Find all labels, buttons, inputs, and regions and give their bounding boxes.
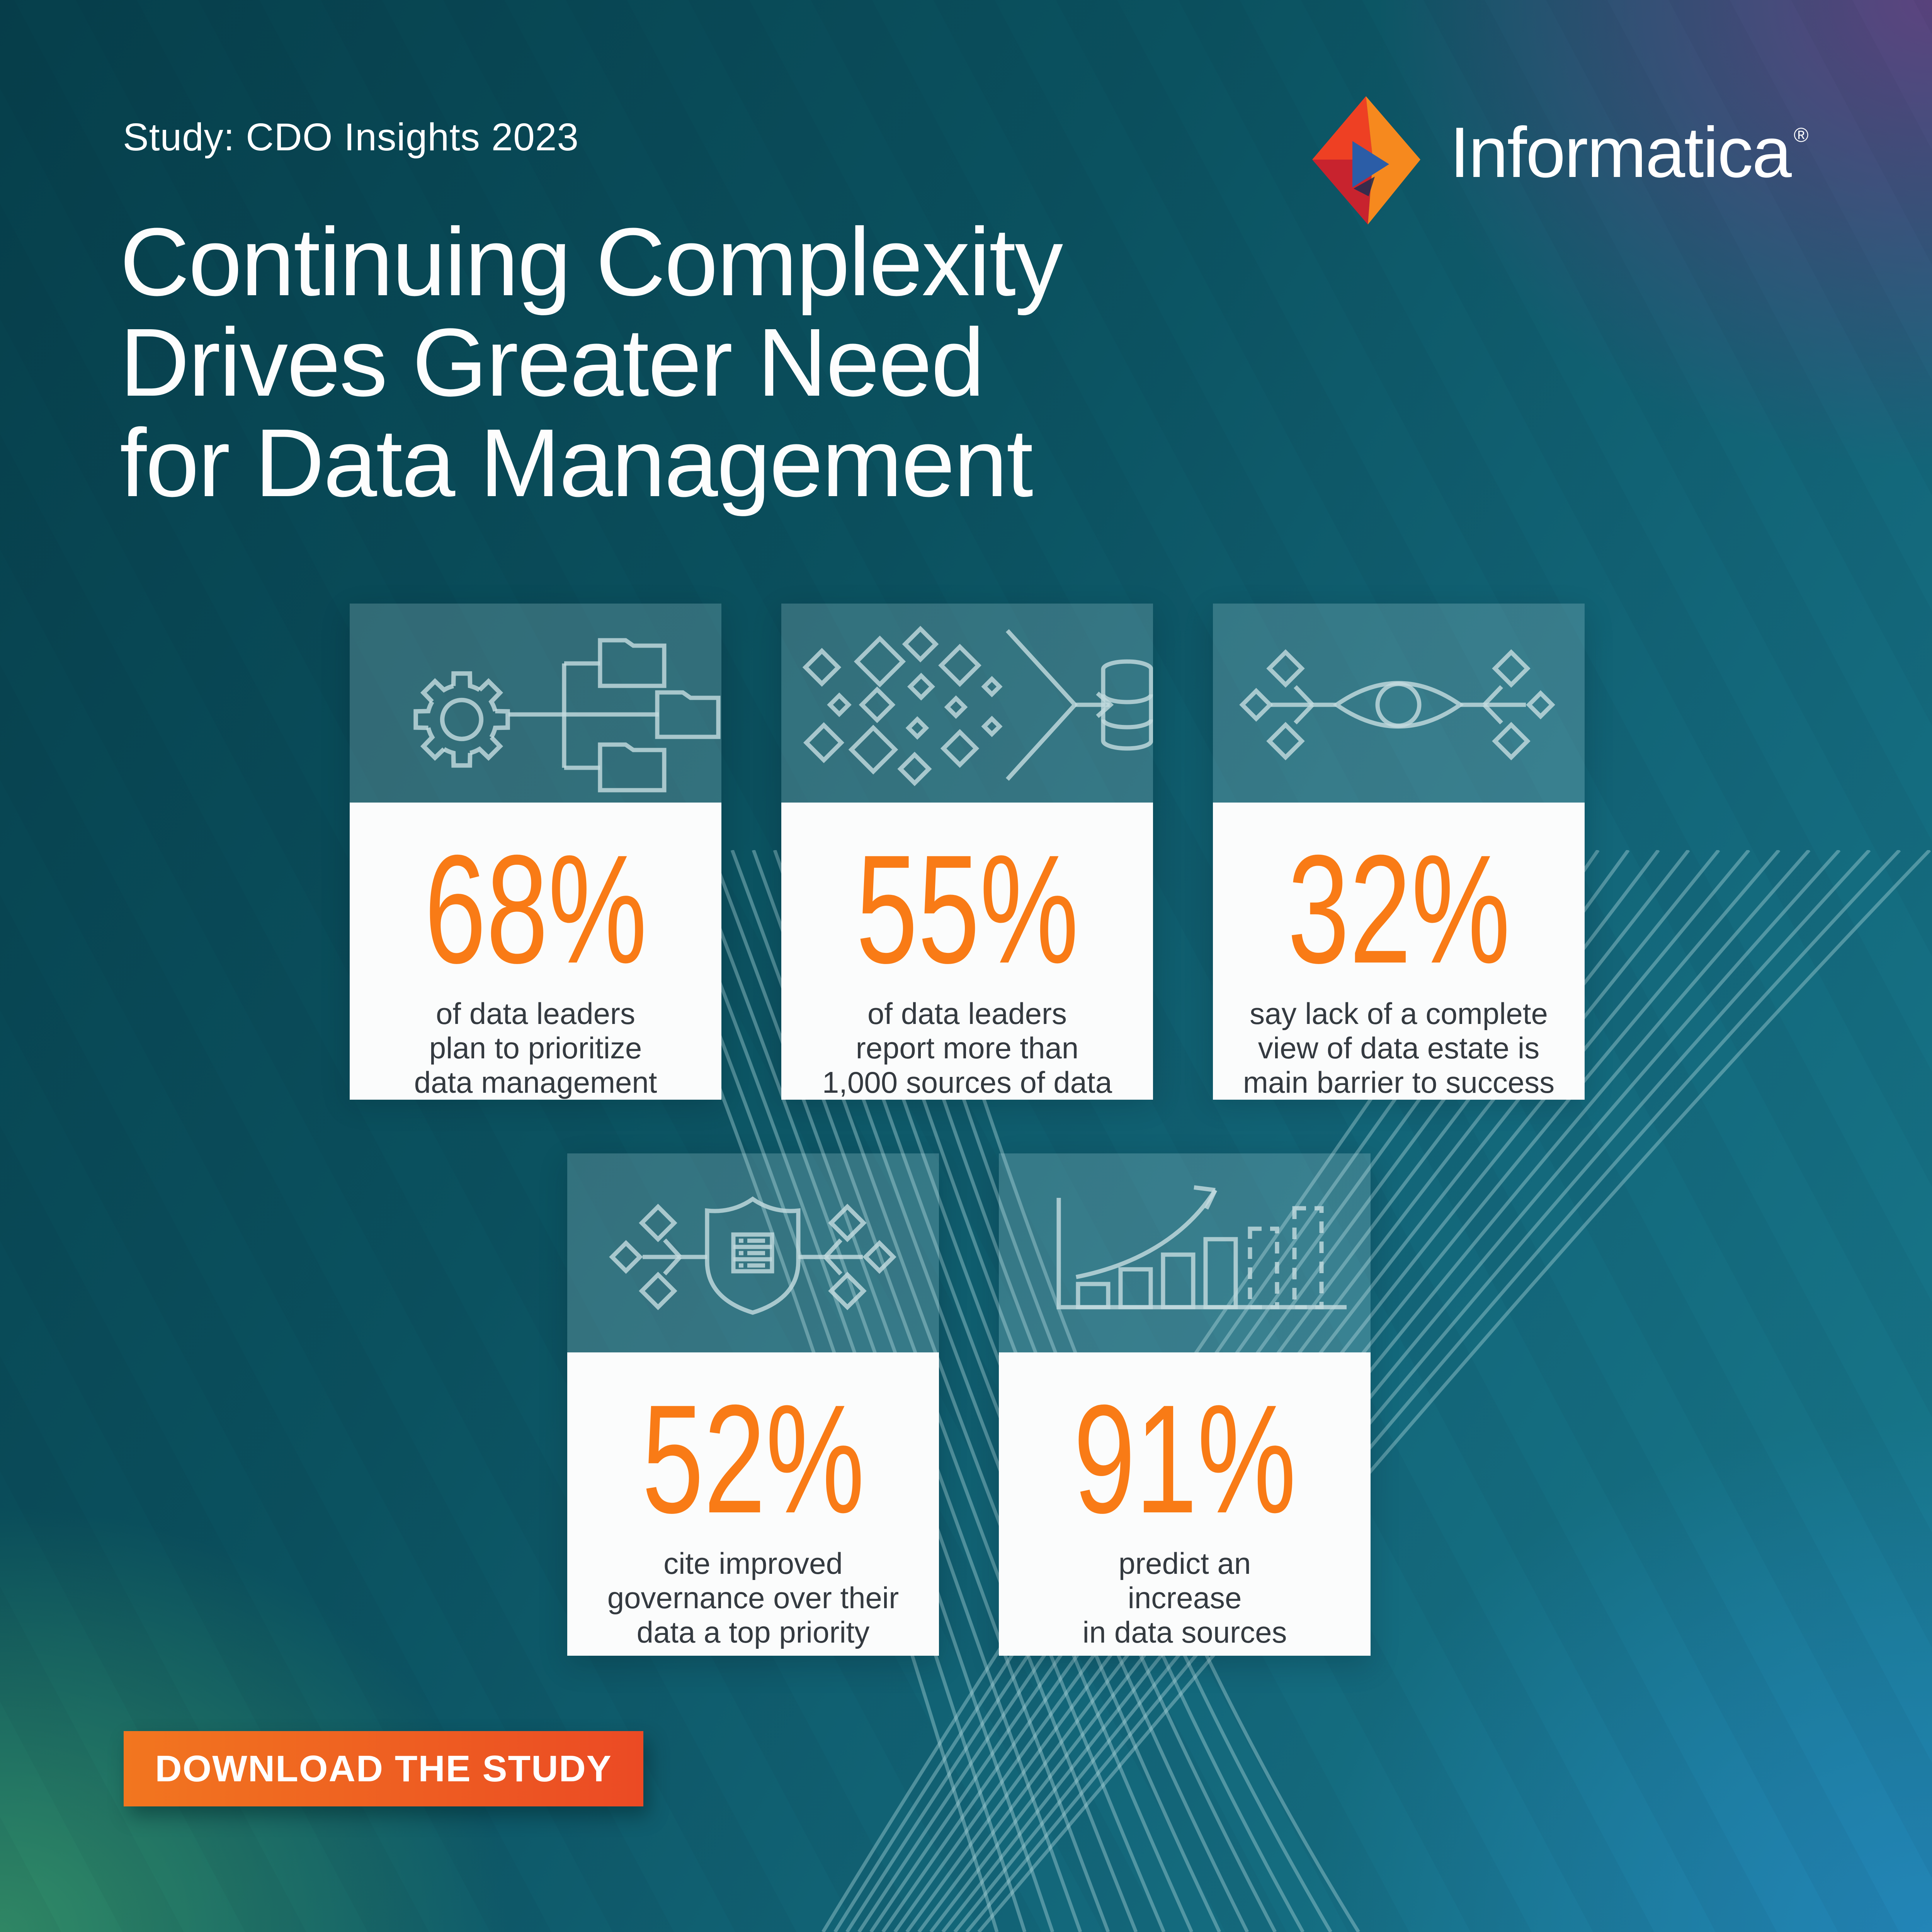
stat-caption-line: 1,000 sources of data [822, 1065, 1112, 1099]
brand-name: Informatica [1450, 113, 1792, 192]
stat-caption-line: data management [414, 1065, 657, 1099]
stat-caption-line: plan to prioritize [429, 1031, 642, 1065]
stat-card-body: 52% cite improved governance over their … [567, 1352, 939, 1656]
stat-card-icon-band [781, 604, 1153, 803]
stat-card-body: 91% predict an increase in data sources [999, 1352, 1371, 1656]
page-title-line-3: for Data Management [120, 409, 1033, 517]
stat-caption-line: of data leaders [435, 997, 635, 1031]
stat-card-icon-band [999, 1153, 1371, 1352]
data-funnel-database-icon [802, 626, 1153, 786]
stat-card-source-growth: 91% predict an increase in data sources [999, 1153, 1371, 1656]
stat-caption-line: cite improved [663, 1546, 843, 1580]
stat-value: 55% [855, 823, 1079, 995]
stat-card-icon-band [1213, 604, 1585, 803]
stat-card-data-visibility: 32% say lack of a complete view of data … [1213, 604, 1585, 1100]
brand-wordmark: Informatica ® [1450, 95, 1808, 211]
stat-caption-line: of data leaders [867, 997, 1067, 1031]
growth-chart-icon [1056, 1185, 1347, 1310]
stat-caption-line: increase [1128, 1580, 1242, 1615]
stat-caption: of data leaders report more than 1,000 s… [822, 997, 1112, 1100]
stat-card-icon-band [350, 604, 721, 803]
stat-caption: predict an increase in data sources [1083, 1546, 1287, 1650]
stat-caption-line: predict an [1118, 1546, 1251, 1580]
stat-caption-line: governance over their [607, 1580, 899, 1615]
registered-mark: ® [1794, 124, 1808, 146]
stat-card-body: 55% of data leaders report more than 1,0… [781, 803, 1153, 1100]
stat-caption-line: main barrier to success [1243, 1065, 1555, 1099]
stat-caption: of data leaders plan to prioritize data … [414, 997, 657, 1100]
gear-folders-icon [350, 638, 721, 793]
stat-value: 52% [641, 1372, 865, 1545]
stat-caption: say lack of a complete view of data esta… [1243, 997, 1554, 1100]
stat-value: 68% [424, 823, 647, 995]
page-title-line-2: Drives Greater Need [120, 308, 985, 416]
stat-caption-line: in data sources [1082, 1615, 1287, 1649]
stat-caption-line: data a top priority [636, 1615, 870, 1649]
download-study-button[interactable]: DOWNLOAD THE STUDY [124, 1731, 643, 1806]
page-title-line-1: Continuing Complexity [120, 208, 1063, 316]
stat-caption-line: report more than [855, 1031, 1079, 1065]
stat-card-body: 32% say lack of a complete view of data … [1213, 803, 1585, 1100]
stat-card-data-management: 68% of data leaders plan to prioritize d… [350, 604, 721, 1100]
stat-card-body: 68% of data leaders plan to prioritize d… [350, 803, 721, 1100]
study-eyebrow: Study: CDO Insights 2023 [123, 116, 579, 159]
stat-value: 91% [1073, 1372, 1296, 1545]
stat-caption-line: say lack of a complete [1250, 997, 1548, 1031]
stat-card-governance: 52% cite improved governance over their … [567, 1153, 939, 1656]
stat-card-data-sources: 55% of data leaders report more than 1,0… [781, 604, 1153, 1100]
stat-value: 32% [1287, 823, 1510, 995]
stat-caption: cite improved governance over their data… [607, 1546, 899, 1650]
page-title: Continuing Complexity Drives Greater Nee… [120, 208, 1063, 517]
informatica-diamond-icon [1312, 96, 1420, 224]
shield-network-icon [609, 1196, 896, 1315]
stat-caption-line: view of data estate is [1258, 1031, 1540, 1065]
stat-card-icon-band [567, 1153, 939, 1352]
eye-network-icon [1239, 649, 1555, 760]
informatica-logo: Informatica ® [1310, 95, 1808, 226]
